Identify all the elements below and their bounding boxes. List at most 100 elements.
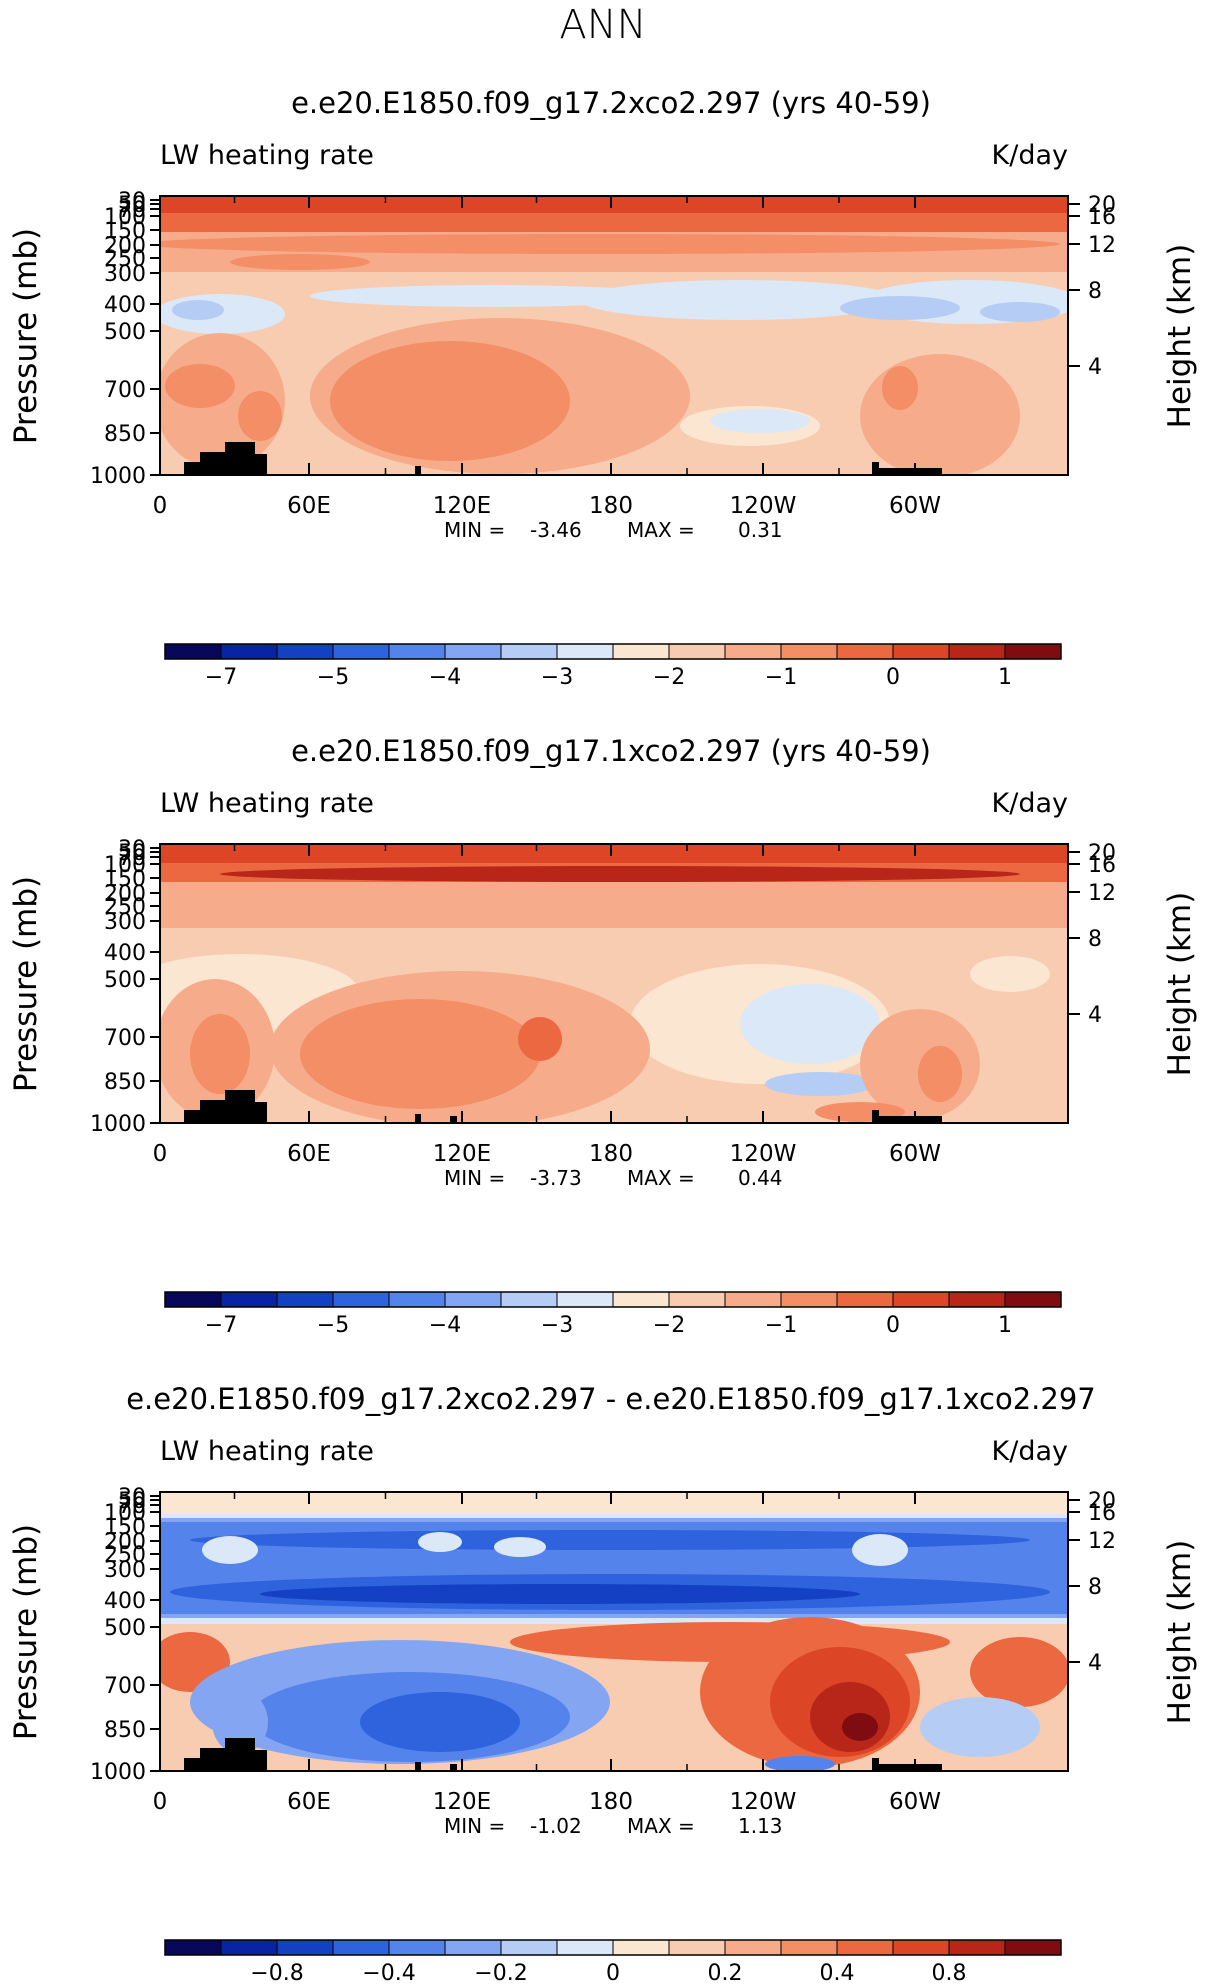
y-right-tick-label: 12 [1088, 881, 1116, 906]
plot-frame [159, 195, 1069, 476]
colorbar-frame [164, 1939, 1062, 1956]
y-tick-label: 500 [104, 320, 146, 345]
colorbar-tick-label: −0.4 [362, 1961, 415, 1986]
y-right-axis-label: Height (km) [1162, 244, 1198, 429]
colorbar-cell [836, 1939, 894, 1956]
land-mask [872, 468, 942, 475]
colorbar-tick-label: 0 [606, 1961, 620, 1986]
land-mask [255, 1102, 267, 1123]
contour-blob [300, 999, 540, 1109]
colorbar-cell [612, 1939, 670, 1956]
colorbar-cell [780, 1291, 838, 1308]
colorbar-cell [164, 1291, 222, 1308]
y-tick-label: 1000 [90, 1112, 146, 1137]
colorbar-cell [668, 1291, 726, 1308]
colorbar-tick-label: −2 [653, 665, 685, 690]
x-tick-label: 120E [433, 1789, 491, 1815]
y-tick-label: 70 [118, 198, 146, 223]
contour-blob [740, 984, 880, 1064]
colorbar-tick-label: −3 [541, 1313, 573, 1338]
y-tick-label: 500 [104, 968, 146, 993]
x-tick-label: 120E [433, 1141, 491, 1167]
y-tick-label: 50 [118, 1489, 146, 1514]
y-tick-label: 250 [104, 1543, 146, 1568]
colorbar-cell [388, 1291, 446, 1308]
contour-blob [840, 296, 960, 320]
y-axis-label: Pressure (mb) [8, 228, 44, 444]
y-tick-label: 1000 [90, 464, 146, 489]
colorbar-cell [948, 643, 1006, 660]
colorbar-cell [836, 643, 894, 660]
colorbar-tick-label: −7 [205, 1313, 237, 1338]
y-tick-label: 70 [118, 846, 146, 871]
min-label: MIN = [444, 518, 505, 542]
y-tick-label: 50 [118, 193, 146, 218]
y-right-tick-label: 12 [1088, 233, 1116, 258]
contour-blob [494, 1537, 546, 1557]
colorbar-tick-label: −2 [653, 1313, 685, 1338]
colorbar-cell [220, 643, 278, 660]
y-right-tick-label: 4 [1088, 1003, 1102, 1028]
y-right-tick-label: 8 [1088, 279, 1102, 304]
colorbar-cell [724, 1291, 782, 1308]
colorbar-cell [780, 643, 838, 660]
colorbar-tick-label: 0.8 [932, 1961, 967, 1986]
panel-right-label: K/day [992, 788, 1068, 819]
contour-blob [310, 285, 670, 307]
y-axis-label: Pressure (mb) [8, 876, 44, 1092]
colorbar-cell [892, 1939, 950, 1956]
x-tick-label: 0 [153, 493, 168, 519]
colorbar-tick-label: −0.8 [250, 1961, 303, 1986]
y-tick-label: 70 [118, 1494, 146, 1519]
field-group [160, 844, 1068, 1123]
x-tick-label: 0 [153, 1141, 168, 1167]
y-right-tick-label: 20 [1088, 841, 1116, 866]
colorbar-tick-label: 1 [998, 665, 1012, 690]
colorbar-cell [220, 1939, 278, 1956]
colorbar-cell [164, 643, 222, 660]
colorbar-tick-label: −1 [765, 1313, 797, 1338]
colorbar-cell [276, 643, 334, 660]
panel-1: e.e20.E1850.f09_g17.2xco2.297 (yrs 40-59… [8, 86, 1198, 690]
figure-suptitle: ANN [559, 2, 646, 48]
y-tick-label: 30 [118, 1485, 146, 1510]
colorbar-tick-label: 0 [886, 1313, 900, 1338]
contour-blob [360, 1692, 520, 1752]
contour-blob [842, 1713, 878, 1741]
contour-blob [165, 364, 235, 408]
y-axis-label: Pressure (mb) [8, 1524, 44, 1740]
colorbar-cell [948, 1939, 1006, 1956]
x-tick-label: 0 [153, 1789, 168, 1815]
colorbar-frame [164, 1291, 1062, 1308]
max-label: MAX = [627, 1814, 695, 1838]
colorbar-cell [948, 1291, 1006, 1308]
panel-right-label: K/day [992, 140, 1068, 171]
max-label: MAX = [627, 1166, 695, 1190]
colorbar-tick-label: 0.2 [708, 1961, 743, 1986]
panel-left-label: LW heating rate [160, 1436, 374, 1467]
x-tick-label: 120W [730, 1141, 797, 1167]
colorbar-cell [220, 1291, 278, 1308]
panel-title: e.e20.E1850.f09_g17.2xco2.297 (yrs 40-59… [291, 86, 931, 120]
contour-blob [920, 1697, 1040, 1757]
y-right-axis-label: Height (km) [1162, 1540, 1198, 1725]
colorbar-cell [556, 1939, 614, 1956]
colorbar-cell [724, 1939, 782, 1956]
y-tick-label: 700 [104, 1674, 146, 1699]
y-tick-label: 50 [118, 841, 146, 866]
contour-band [160, 844, 1068, 863]
contour-blob [970, 1637, 1068, 1707]
colorbar-tick-label: −4 [429, 665, 461, 690]
colorbar-frame [164, 643, 1062, 660]
x-tick-label: 60W [889, 1141, 941, 1167]
land-mask [415, 1114, 421, 1123]
min-value: -3.46 [530, 518, 582, 542]
y-right-tick-label: 8 [1088, 927, 1102, 952]
x-tick-label: 120W [730, 1789, 797, 1815]
colorbar-cell [780, 1939, 838, 1956]
panel-right-label: K/day [992, 1436, 1068, 1467]
contour-blob [330, 341, 570, 461]
contour-blob [918, 1046, 962, 1102]
y-tick-label: 700 [104, 378, 146, 403]
contour-blob [980, 302, 1060, 322]
